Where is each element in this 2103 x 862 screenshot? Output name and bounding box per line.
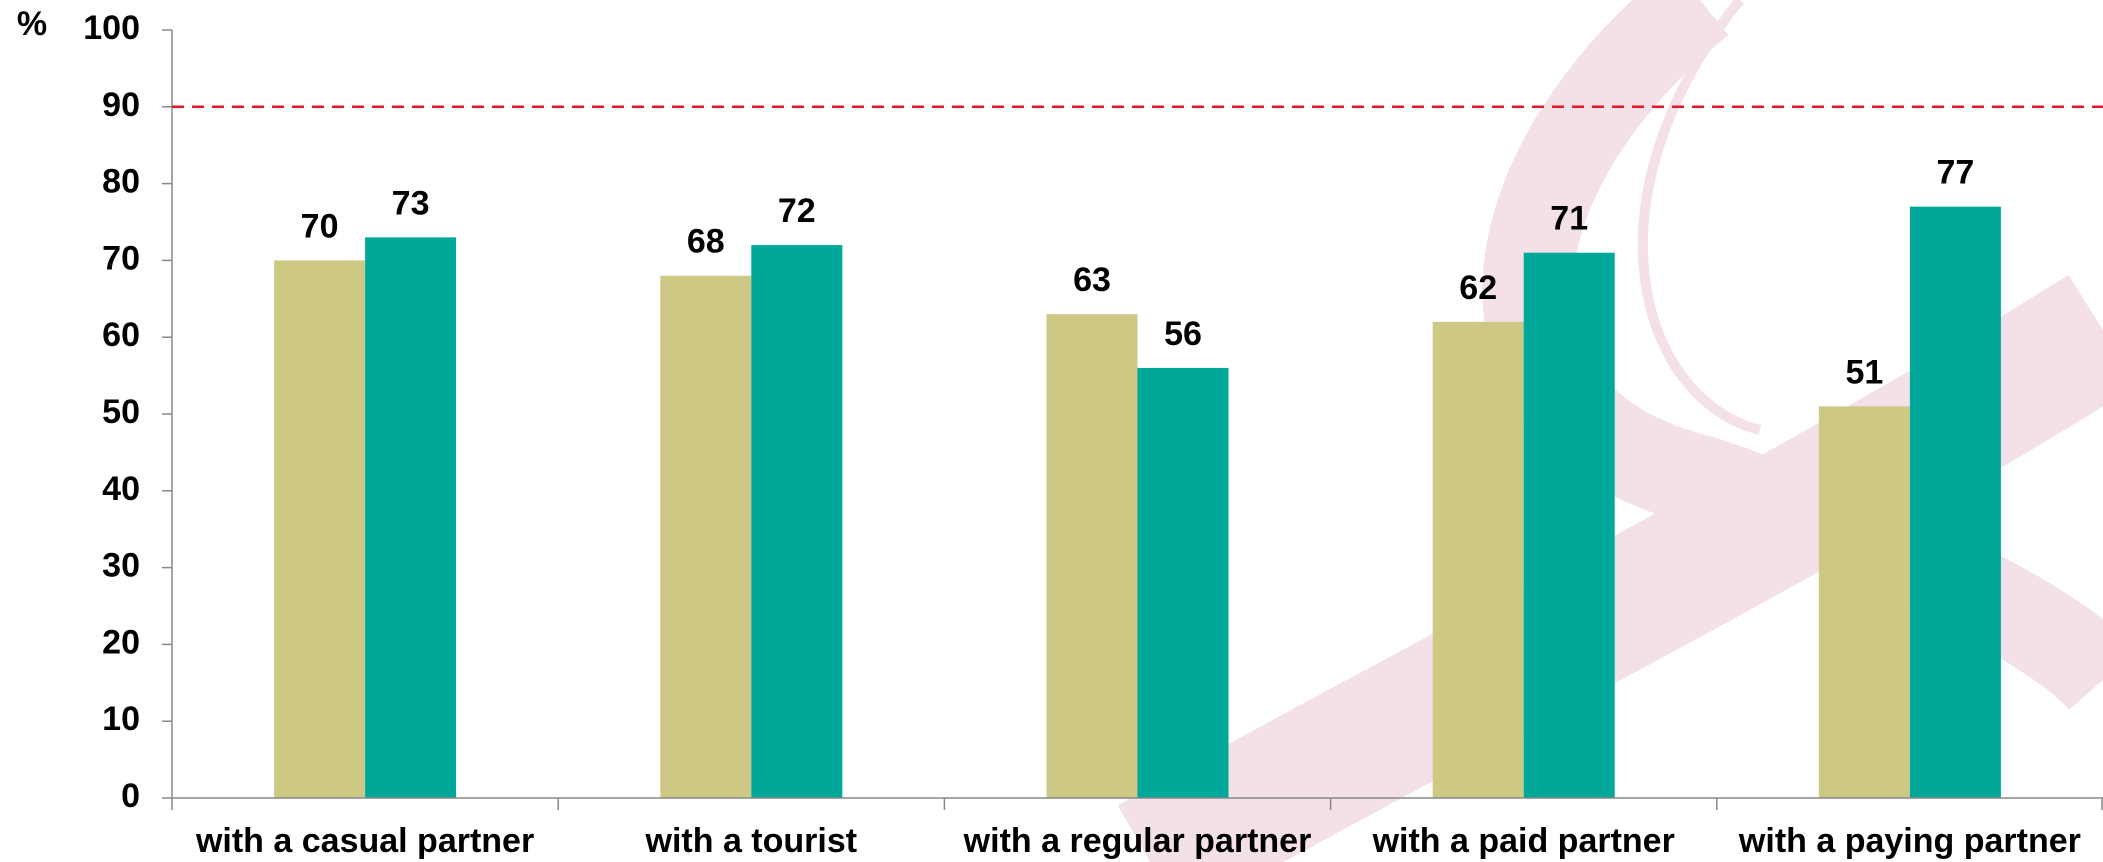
value-label: 77: [1936, 154, 1974, 192]
value-label: 63: [1073, 261, 1111, 299]
y-axis-label: %: [17, 5, 47, 43]
y-tick-label: 60: [102, 316, 140, 354]
chart: % 0 10 20 30 40 50 60 70 80 90 100 with a casual pa…: [0, 0, 2103, 862]
y-tick-label: 80: [102, 163, 140, 201]
x-tick-label: with a paying partner: [1738, 822, 2081, 860]
value-label: 72: [778, 192, 816, 230]
value-label: 62: [1459, 269, 1497, 307]
x-tick-label: with a paid partner: [1372, 822, 1675, 860]
y-tick-label: 70: [102, 239, 140, 277]
bar: [1819, 406, 1910, 798]
value-label: 71: [1550, 200, 1588, 238]
y-tick-label: 100: [83, 9, 140, 47]
value-label: 56: [1164, 315, 1202, 353]
y-tick-label: 0: [121, 777, 140, 815]
value-label: 68: [687, 223, 725, 261]
value-label: 70: [301, 207, 339, 245]
bar: [751, 245, 842, 798]
bar: [1138, 368, 1229, 798]
bar: [274, 260, 365, 798]
bar: [365, 237, 456, 798]
y-tick-label: 50: [102, 393, 140, 431]
y-tick-label: 10: [102, 700, 140, 738]
y-tick-label: 90: [102, 86, 140, 124]
y-tick-label: 20: [102, 623, 140, 661]
value-label: 73: [392, 184, 430, 222]
bar: [1433, 322, 1524, 798]
bar: [1047, 314, 1138, 798]
bar: [660, 276, 751, 798]
bar: [1910, 207, 2001, 798]
y-tick-label: 40: [102, 470, 140, 508]
value-label: 51: [1845, 353, 1883, 391]
bar: [1524, 253, 1615, 798]
x-tick-label: with a casual partner: [195, 822, 534, 860]
x-tick-label: with a regular partner: [963, 822, 1312, 860]
y-tick-label: 30: [102, 547, 140, 585]
x-tick-label: with a tourist: [645, 822, 858, 860]
